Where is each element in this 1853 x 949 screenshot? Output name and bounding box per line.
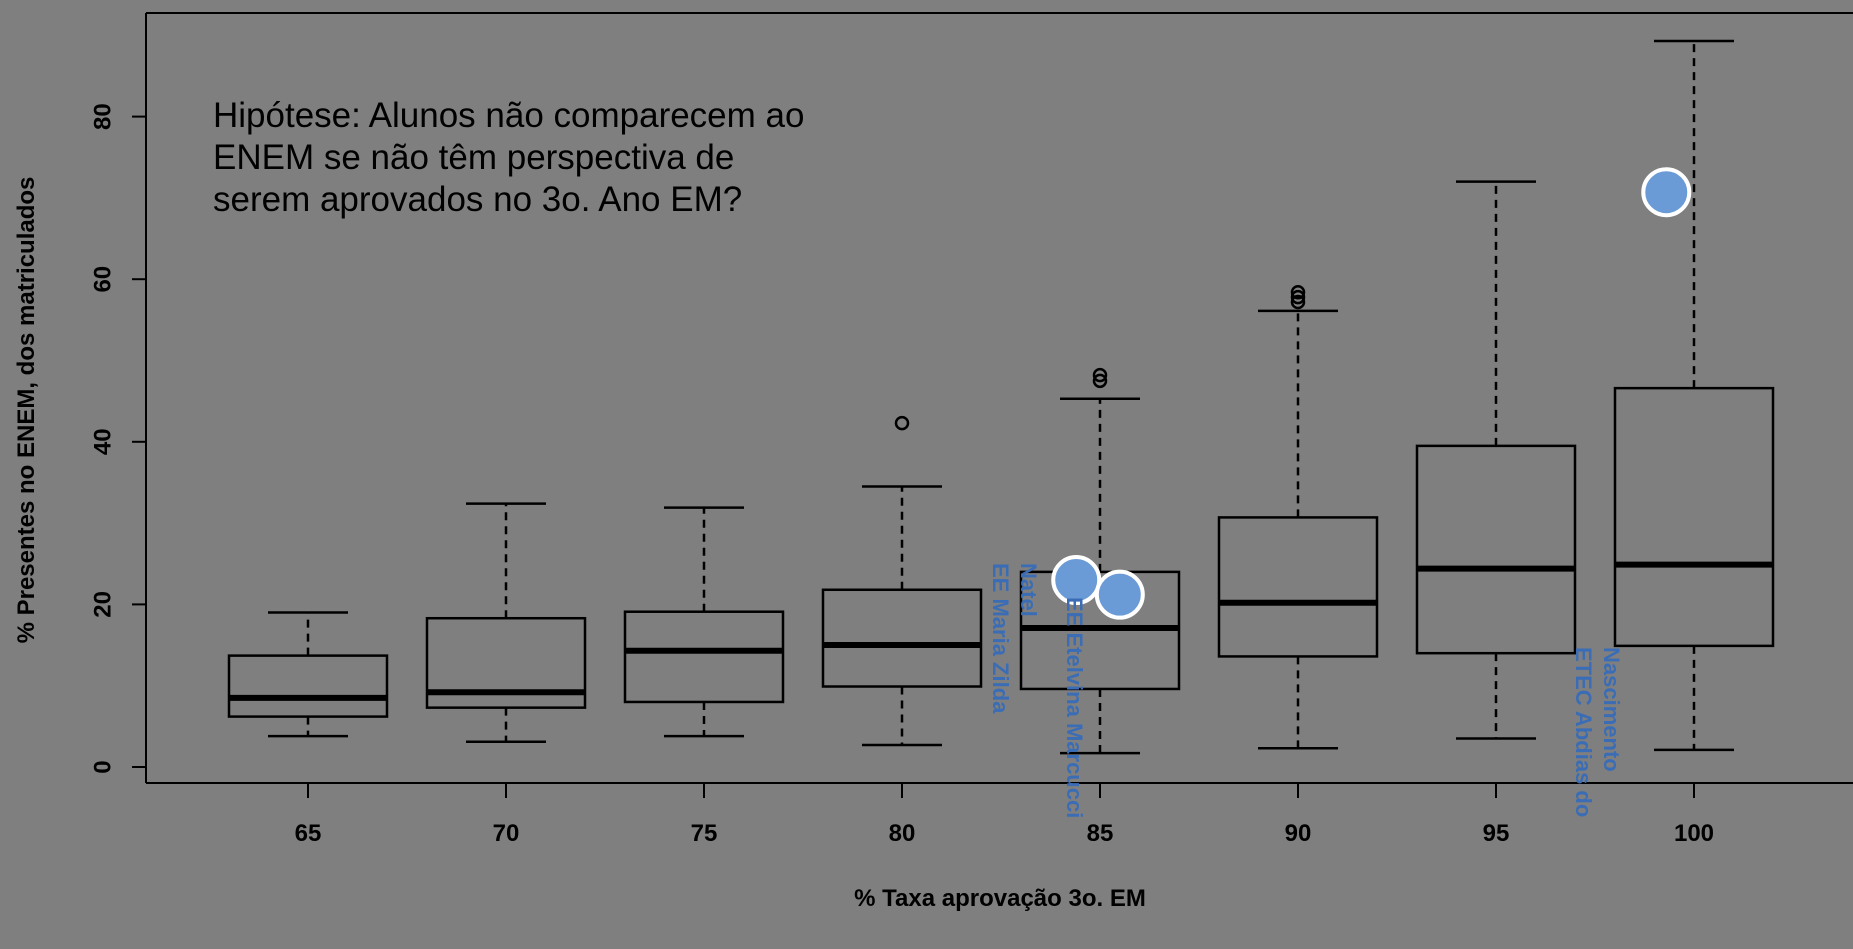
x-tick-label: 95 [1483,820,1510,847]
hypothesis-annotation: Hipótese: Alunos não comparecem ao [213,96,804,135]
school-label: EE Etelvina Marcucci [1062,597,1087,818]
x-tick-label: 90 [1285,820,1312,847]
x-axis-title: % Taxa aprovação 3o. EM [854,885,1146,912]
x-tick-label: 80 [889,820,916,847]
highlight-school-point [1641,167,1692,218]
outlier-point [1290,294,1306,310]
school-label: Nascimento [1599,647,1624,772]
school-label: EE Maria Zilda [988,563,1013,714]
y-tick-label: 0 [89,760,116,773]
box-iqr [1415,444,1577,655]
outlier-point [894,415,910,431]
box-iqr [227,654,389,718]
hypothesis-annotation: ENEM se não têm perspectiva de [213,138,734,177]
school-label: Natel [1016,563,1041,617]
x-tick-label: 85 [1087,820,1114,847]
box-iqr [623,610,785,704]
y-tick-label: 80 [89,103,116,130]
highlight-school-point [1094,569,1145,620]
x-tick-label: 100 [1674,820,1714,847]
outlier-point [1290,289,1306,305]
x-tick-label: 70 [493,820,520,847]
box-iqr [1613,386,1775,648]
y-tick-label: 20 [89,591,116,618]
y-tick-label: 40 [89,428,116,455]
outlier-point [1092,367,1108,383]
box-iqr [425,616,587,709]
box-iqr [1217,516,1379,658]
highlight-school-point [1051,555,1102,606]
y-tick-label: 60 [89,266,116,293]
outlier-point [1290,284,1306,300]
y-axis-title: % Presentes no ENEM, dos matriculados [13,177,40,644]
hypothesis-annotation: serem aprovados no 3o. Ano EM? [213,180,742,219]
x-tick-label: 65 [295,820,322,847]
outlier-point [1092,373,1108,389]
x-tick-label: 75 [691,820,718,847]
box-iqr [821,588,983,688]
school-label: ETEC Abdias do [1571,647,1596,817]
